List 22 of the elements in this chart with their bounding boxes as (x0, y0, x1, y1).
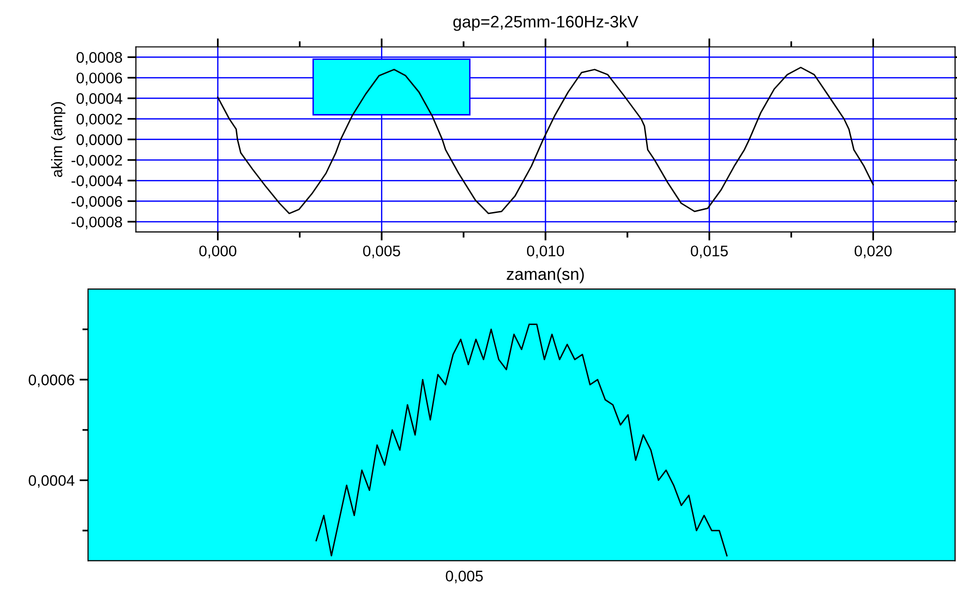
y-tick-label: 0,0000 (76, 134, 122, 147)
x-tick-label: 0,005 (363, 246, 400, 258)
y-tick-label: -0,0006 (72, 196, 122, 209)
x-axis-title: zaman(sn) (506, 268, 584, 284)
x-tick-label: 0,015 (690, 246, 728, 258)
x-tick-label: 0,020 (854, 246, 892, 258)
line-series (316, 324, 728, 556)
y-axis-title: akim (amp) (51, 102, 66, 177)
y-tick-label: -0,0004 (72, 175, 122, 188)
y-tick-label: 0,0006 (28, 374, 74, 388)
y-tick-label: 0,0008 (76, 52, 122, 65)
text: 0,005 (446, 570, 483, 584)
x-tick-label: 0,010 (526, 246, 564, 258)
y-tick-label: 0,0004 (28, 475, 74, 488)
y-tick-label: 0,0002 (76, 114, 122, 126)
chart-title: gap=2,25mm-160Hz-3kV (453, 15, 638, 31)
line-series (217, 66, 874, 214)
y-tick-label: 0,0006 (76, 72, 122, 86)
y-tick-label: 0,0004 (76, 93, 122, 106)
y-tick-label: -0,0008 (72, 216, 122, 230)
x-tick-label: 0,000 (199, 246, 236, 258)
y-tick-label: -0,0002 (72, 154, 122, 168)
